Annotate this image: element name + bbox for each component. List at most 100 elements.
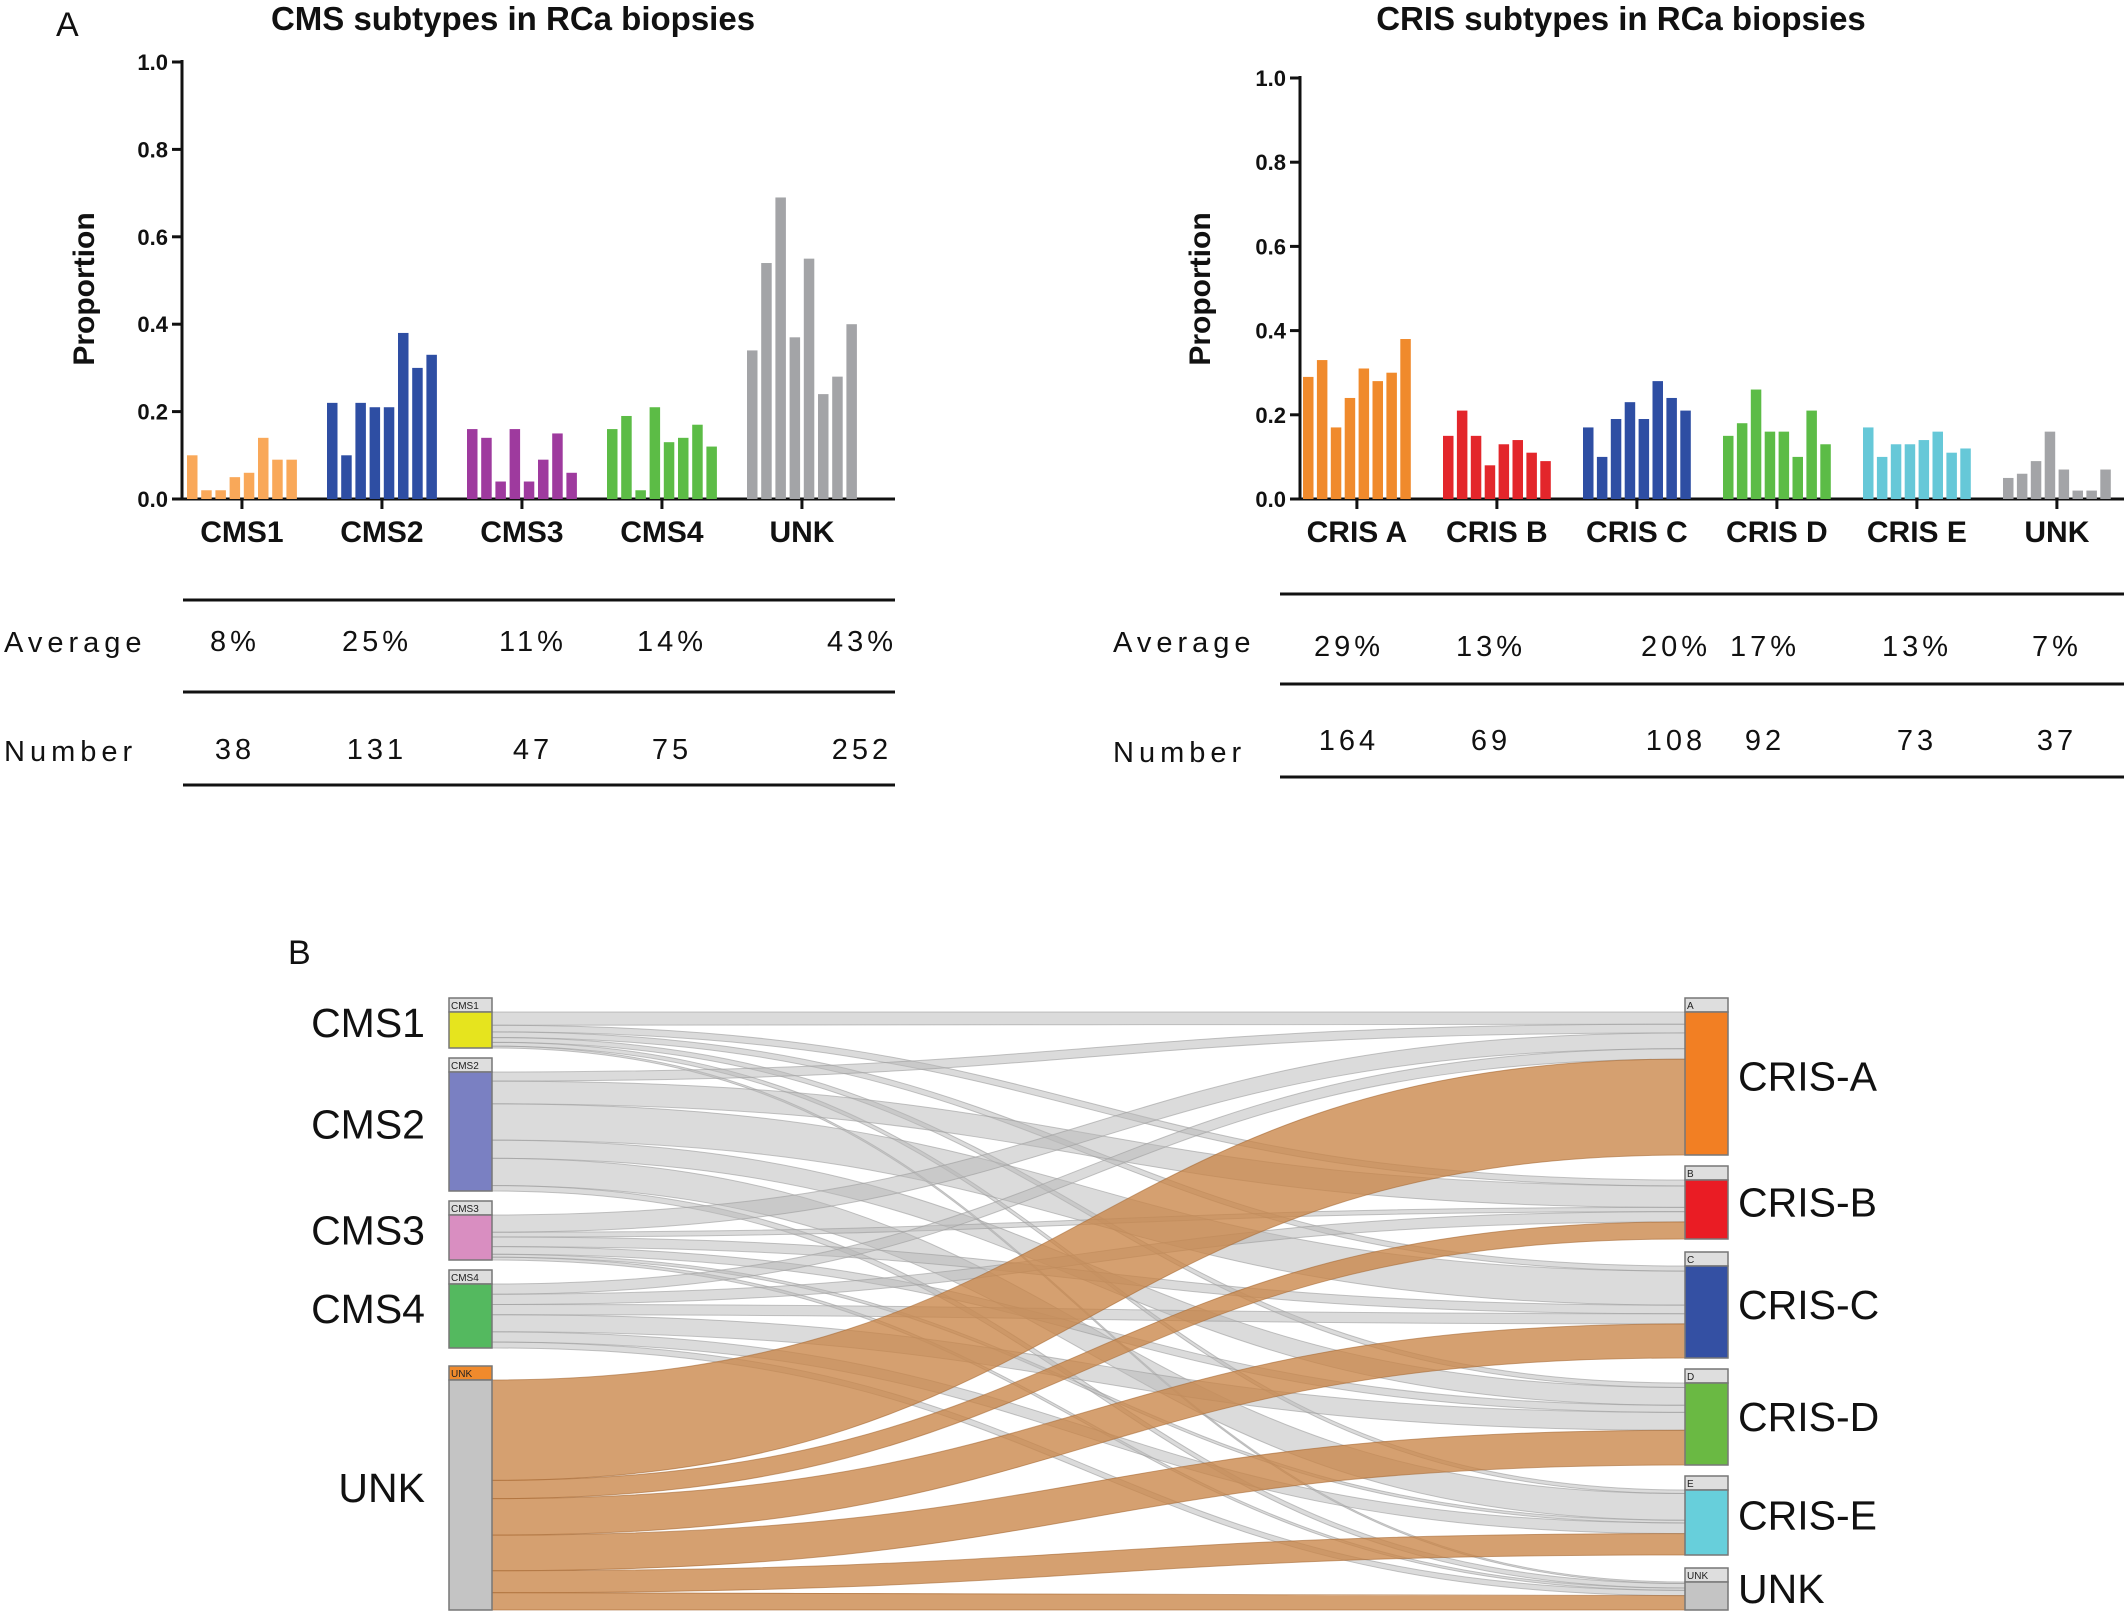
y-tick-label: 0.4 [1255, 319, 1286, 344]
table-cell: 7% [2032, 631, 2082, 663]
bar [1652, 381, 1663, 499]
sankey-node: C CRIS-C [1684, 1251, 1879, 1359]
bar [1863, 427, 1874, 499]
bar [1316, 360, 1328, 499]
bar [1638, 419, 1650, 499]
x-tick-label: CRIS E [1867, 516, 1967, 549]
table-cell: 20% [1641, 631, 1711, 663]
table-row-label: Average [4, 627, 147, 659]
y-tick-label: 0.0 [1255, 487, 1286, 512]
bar [1876, 456, 1888, 499]
sankey-node: A CRIS-A [1684, 997, 1878, 1156]
bar [341, 455, 352, 499]
panel-label-b: B [288, 934, 311, 972]
bar [635, 490, 646, 499]
node-label: CRIS-C [1738, 1282, 1879, 1328]
x-tick-label: CRIS C [1586, 516, 1688, 549]
bar [552, 433, 563, 499]
bar [1666, 397, 1677, 499]
bar [1386, 372, 1397, 499]
node-label: CMS2 [311, 1102, 425, 1148]
bar [1512, 440, 1523, 499]
bar [818, 394, 829, 499]
x-tick-label: CMS1 [200, 516, 283, 549]
bar [495, 481, 506, 499]
table-cell: 47 [513, 734, 553, 766]
node-tag: B [1687, 1169, 1694, 1180]
bar [621, 415, 632, 499]
cms-summary-table: Average 8% 25% 11% 14% 43% Number 38 131 47 75 252 [4, 598, 895, 787]
node-bar [448, 1379, 493, 1611]
sankey-node: D CRIS-D [1684, 1368, 1879, 1466]
bar [215, 490, 226, 499]
sankey-ribbon [491, 1592, 1686, 1611]
cms-bar-chart: CMS subtypes in RCa biopsies Proportion … [68, 0, 895, 549]
node-label: CMS3 [311, 1208, 425, 1254]
table-cell: 13% [1456, 631, 1526, 663]
bar [1820, 444, 1831, 499]
bar [1484, 465, 1496, 499]
bar [2072, 490, 2083, 499]
node-bar [1684, 1011, 1729, 1156]
node-label: CMS4 [311, 1286, 425, 1332]
node-label: CRIS-B [1738, 1180, 1877, 1226]
cris-bar-chart: CRIS subtypes in RCa biopsies Proportion… [1184, 0, 2124, 549]
bar [2003, 477, 2014, 499]
y-tick-label: 1.0 [1255, 66, 1286, 91]
bar [1610, 419, 1622, 499]
bar [1680, 410, 1691, 499]
node-bar [448, 1071, 493, 1192]
table-cell: 8% [210, 626, 260, 658]
bar [832, 376, 843, 499]
bar [1400, 339, 1411, 499]
table-cell: 11% [499, 626, 567, 658]
bar [775, 197, 786, 499]
bar [761, 263, 772, 499]
x-tick-label: CRIS D [1726, 516, 1828, 549]
x-tick-label: CMS2 [340, 516, 423, 549]
bar [706, 446, 717, 499]
node-bar [448, 1283, 493, 1349]
bar [1764, 431, 1776, 499]
y-tick-label: 0.4 [137, 312, 168, 337]
bar [481, 437, 492, 499]
y-tick-label: 0.8 [1255, 150, 1286, 175]
x-tick-label: CMS3 [480, 516, 563, 549]
bar [1960, 448, 1971, 499]
node-tag: UNK [1687, 1571, 1708, 1582]
node-tag: E [1687, 1479, 1694, 1490]
bar [201, 490, 212, 499]
sankey-node: CMS3 CMS3 [311, 1200, 493, 1261]
table-cell: 164 [1319, 725, 1379, 757]
table-cell: 252 [832, 734, 892, 766]
node-bar [448, 1214, 493, 1261]
y-tick-label: 0.2 [137, 400, 168, 425]
bar [2086, 490, 2097, 499]
bar [383, 407, 395, 499]
bar [1723, 435, 1734, 499]
bar [187, 455, 198, 499]
bar [1443, 435, 1454, 499]
bar [1792, 456, 1803, 499]
node-label: CRIS-A [1738, 1054, 1878, 1100]
bar [229, 477, 241, 499]
bar [1918, 440, 1930, 499]
bar [678, 437, 689, 499]
bar [1583, 427, 1594, 499]
bar [412, 367, 423, 499]
bar [426, 354, 437, 499]
y-tick-label: 0.2 [1255, 403, 1286, 428]
node-bar [1684, 1382, 1729, 1466]
bar [467, 429, 478, 499]
bar [1330, 427, 1342, 499]
sankey-ribbons [491, 1011, 1686, 1611]
node-tag: CMS4 [451, 1273, 479, 1284]
y-tick-label: 0.0 [137, 487, 168, 512]
bar [1946, 452, 1957, 499]
table-cell: 37 [2037, 725, 2077, 757]
sankey-ribbon [491, 1011, 1686, 1026]
bar [1358, 368, 1370, 499]
table-cell: 92 [1745, 725, 1785, 757]
bar [803, 258, 815, 499]
